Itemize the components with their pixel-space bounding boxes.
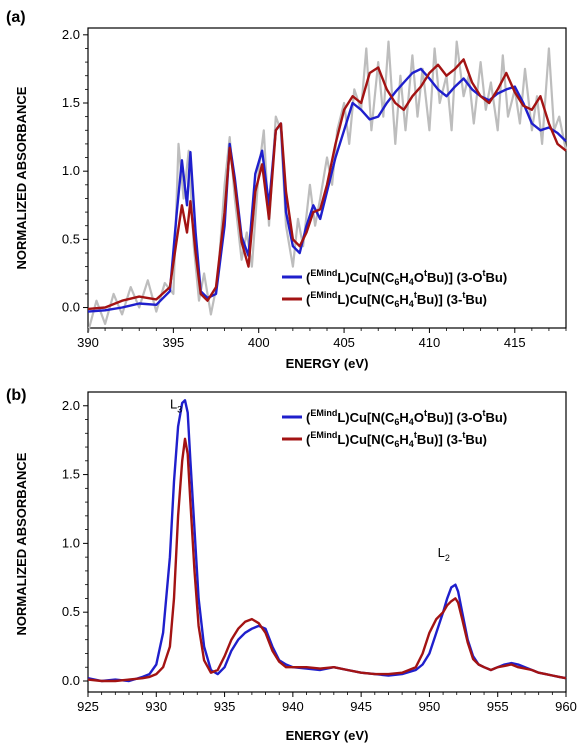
series-line-1-b xyxy=(87,437,567,683)
y-ticks-a: 0.0 0.5 1.0 1.5 2.0 xyxy=(62,27,88,315)
plot-area-b xyxy=(87,391,567,693)
x-tick-label-960-b: 960 xyxy=(555,699,577,714)
panel-label-a: (a) xyxy=(6,9,26,26)
peak-label-L2: L2 xyxy=(438,545,450,563)
legend-label-3-tbu-b: (EMindL)Cu[N(C6H4tBu)] (3-tBu) xyxy=(306,430,487,449)
y-tick-label-2-b: 1.0 xyxy=(62,535,80,550)
x-ticks-b: 925 930 935 940 945 950 955 960 xyxy=(77,692,577,714)
legend-a: (EMindL)Cu[N(C6H4OtBu)] (3-OtBu) (EMindL… xyxy=(282,268,507,309)
series-lines-a xyxy=(87,58,567,313)
x-tick-label-950-b: 950 xyxy=(419,699,441,714)
y-tick-label-3-a: 1.5 xyxy=(62,95,80,110)
panel-b: (b) 925 930 935 940 945 950 955 960 0.0 0.5 1.0 1.… xyxy=(6,387,577,743)
y-ticks-b: 0.0 0.5 1.0 1.5 2.0 xyxy=(62,398,88,688)
y-axis-title-b: NORMALIZED ABSORBANCE xyxy=(14,452,29,635)
x-tick-label-410-a: 410 xyxy=(419,335,441,350)
x-tick-label-415-a: 415 xyxy=(504,335,526,350)
y-axis-title-a: NORMALIZED ABSORBANCE xyxy=(14,86,29,269)
x-axis-title-a: ENERGY (eV) xyxy=(286,356,369,371)
y-tick-label-4-a: 2.0 xyxy=(62,27,80,42)
y-tick-label-4-b: 2.0 xyxy=(62,398,80,413)
y-tick-label-0-b: 0.0 xyxy=(62,673,80,688)
x-tick-label-390-a: 390 xyxy=(77,335,99,350)
legend-label-3-otbu-a: (EMindL)Cu[N(C6H4OtBu)] (3-OtBu) xyxy=(306,268,507,287)
y-tick-label-1-a: 0.5 xyxy=(62,231,80,246)
x-ticks-a: 390 395 400 405 410 415 xyxy=(77,328,567,350)
peak-annotations-b: L3 L2 xyxy=(170,397,450,564)
panel-a: (a) 390 395 400 405 410 415 0.0 0.5 1.0 1.5 2.0 E… xyxy=(6,9,568,371)
x-axis-title-b: ENERGY (eV) xyxy=(286,728,369,743)
series-line-1-a xyxy=(87,58,567,311)
x-tick-label-400-a: 400 xyxy=(248,335,270,350)
x-tick-label-405-a: 405 xyxy=(333,335,355,350)
y-tick-label-0-a: 0.0 xyxy=(62,300,80,315)
legend-label-3-otbu-b: (EMindL)Cu[N(C6H4OtBu)] (3-OtBu) xyxy=(306,408,507,427)
x-tick-label-945-b: 945 xyxy=(350,699,372,714)
x-tick-label-925-b: 925 xyxy=(77,699,99,714)
y-tick-label-3-b: 1.5 xyxy=(62,467,80,482)
panel-label-b: (b) xyxy=(6,387,26,404)
series-lines-b xyxy=(87,399,567,683)
x-tick-label-395-a: 395 xyxy=(163,335,185,350)
y-tick-label-2-a: 1.0 xyxy=(62,163,80,178)
peak-label-L3: L3 xyxy=(170,397,182,415)
x-tick-label-940-b: 940 xyxy=(282,699,304,714)
legend-label-3-tbu-a: (EMindL)Cu[N(C6H4tBu)] (3-tBu) xyxy=(306,290,487,309)
series-line-0-b xyxy=(87,399,567,683)
x-tick-label-955-b: 955 xyxy=(487,699,509,714)
x-tick-label-930-b: 930 xyxy=(145,699,167,714)
x-tick-label-935-b: 935 xyxy=(214,699,236,714)
legend-b: (EMindL)Cu[N(C6H4OtBu)] (3-OtBu) (EMindL… xyxy=(282,408,507,449)
y-tick-label-1-b: 0.5 xyxy=(62,604,80,619)
